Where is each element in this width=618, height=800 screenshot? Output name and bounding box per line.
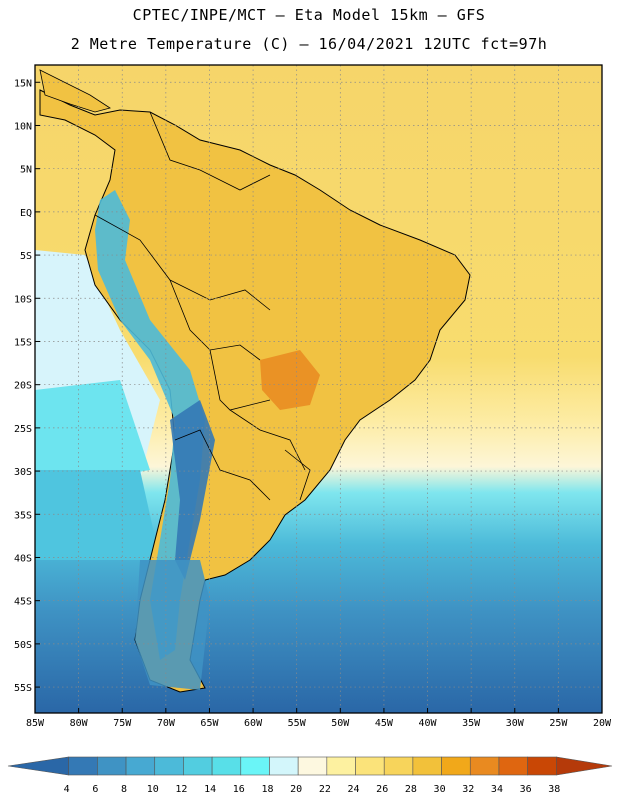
- colorbar-label: 14: [204, 784, 216, 795]
- colorbar-swatch: [326, 756, 356, 776]
- colorbar-label: 20: [290, 784, 302, 795]
- country-borders: [94, 111, 311, 501]
- colorbar-swatch: [469, 756, 500, 776]
- colorbar-swatch: [7, 756, 69, 776]
- colorbar-swatch: [68, 756, 98, 776]
- colorbar-label: 30: [434, 784, 446, 795]
- graticule: [35, 65, 602, 713]
- colorbar-swatch: [154, 756, 184, 776]
- map-frame: [34, 64, 603, 714]
- colorbar-swatch: [297, 756, 328, 776]
- map-title: CPTEC/INPE/MCT – Eta Model 15km – GFS: [132, 6, 486, 24]
- colorbar-label: 16: [233, 784, 245, 795]
- lat-tick-label: 30S: [14, 467, 32, 478]
- colorbar-label: 28: [405, 784, 417, 795]
- colorbar-label: 36: [520, 784, 532, 795]
- lat-tick-label: 40S: [14, 553, 32, 564]
- lon-tick-label: 45W: [375, 718, 394, 729]
- lat-tick-label: EQ: [20, 208, 32, 219]
- lon-tick-label: 85W: [26, 718, 45, 729]
- colorbar-label: 26: [376, 784, 388, 795]
- lat-tick-label: 20S: [14, 381, 32, 392]
- colorbar-label: 4: [64, 784, 70, 795]
- colorbar-swatch: [183, 756, 213, 776]
- lon-tick-label: 35W: [462, 718, 481, 729]
- lon-tick-label: 50W: [331, 718, 350, 729]
- lon-tick-label: 70W: [157, 718, 176, 729]
- lat-tick-label: 35S: [14, 510, 32, 521]
- map-plot-area: [35, 65, 602, 713]
- axis-ticks: 85W 80W 75W 70W 65W 60W 55W 50W 45W 40W 35W 30W 25W 2…: [14, 78, 612, 729]
- colorbar-swatch: [441, 756, 471, 776]
- colorbar-swatch: [527, 756, 557, 776]
- lon-tick-label: 80W: [70, 718, 89, 729]
- colorbar-label: 18: [261, 784, 273, 795]
- colder-coastal-zone: [35, 470, 160, 560]
- colorbar-swatch: [556, 756, 613, 776]
- colorbar-swatch: [383, 756, 414, 776]
- lon-tick-label: 60W: [244, 718, 263, 729]
- colorbar-swatch: [125, 756, 156, 776]
- lon-tick-label: 30W: [506, 718, 525, 729]
- lon-tick-label: 55W: [288, 718, 307, 729]
- colorbar-label: 38: [548, 784, 560, 795]
- colorbar-swatch: [240, 756, 270, 776]
- map-subtitle: 2 Metre Temperature (C) – 16/04/2021 12U…: [70, 35, 548, 53]
- lat-tick-label: 5N: [20, 165, 32, 176]
- colorbar-swatch: [269, 756, 299, 776]
- hot-interior-patch: [260, 350, 320, 410]
- colorbar-label: 32: [462, 784, 474, 795]
- lat-tick-label: 25S: [14, 424, 32, 435]
- colorbar-label: 10: [147, 784, 159, 795]
- colorbar-label: 34: [491, 784, 503, 795]
- colorbar-label: 8: [121, 784, 127, 795]
- lat-tick-label: 15N: [14, 78, 32, 89]
- colorbar-swatch: [97, 756, 127, 776]
- colorbar-swatch: [498, 756, 528, 776]
- colorbar-label: 12: [175, 784, 187, 795]
- lon-tick-label: 75W: [113, 718, 132, 729]
- colorbar-swatch: [211, 756, 242, 776]
- cold-coastal-zone: [35, 380, 150, 490]
- lat-tick-label: 10N: [14, 121, 32, 132]
- lon-tick-label: 65W: [200, 718, 219, 729]
- lat-tick-label: 15S: [14, 337, 32, 348]
- lon-tick-label: 25W: [549, 718, 568, 729]
- south-america-landmass: [39, 89, 471, 693]
- lat-tick-label: 5S: [20, 251, 32, 262]
- patagonia-cold-zone: [135, 560, 210, 690]
- lat-tick-label: 10S: [14, 294, 32, 305]
- lon-tick-label: 40W: [419, 718, 438, 729]
- colorbar-label: 22: [319, 784, 331, 795]
- lat-tick-label: 50S: [14, 640, 32, 651]
- colorbar-label: 6: [92, 784, 98, 795]
- colorbar-swatch: [412, 756, 442, 776]
- colorbar-swatch: [355, 756, 385, 776]
- lat-tick-label: 55S: [14, 683, 32, 694]
- lon-tick-label: 20W: [593, 718, 612, 729]
- colorbar: 4 6 8 10 12 14 16 18 20 22 24 26 28 30 32 34 36 38: [7, 756, 613, 795]
- andes-coldest-band: [170, 400, 215, 580]
- colorbar-label: 24: [348, 784, 360, 795]
- central-america-landmass: [39, 69, 111, 113]
- lat-tick-label: 45S: [14, 597, 32, 608]
